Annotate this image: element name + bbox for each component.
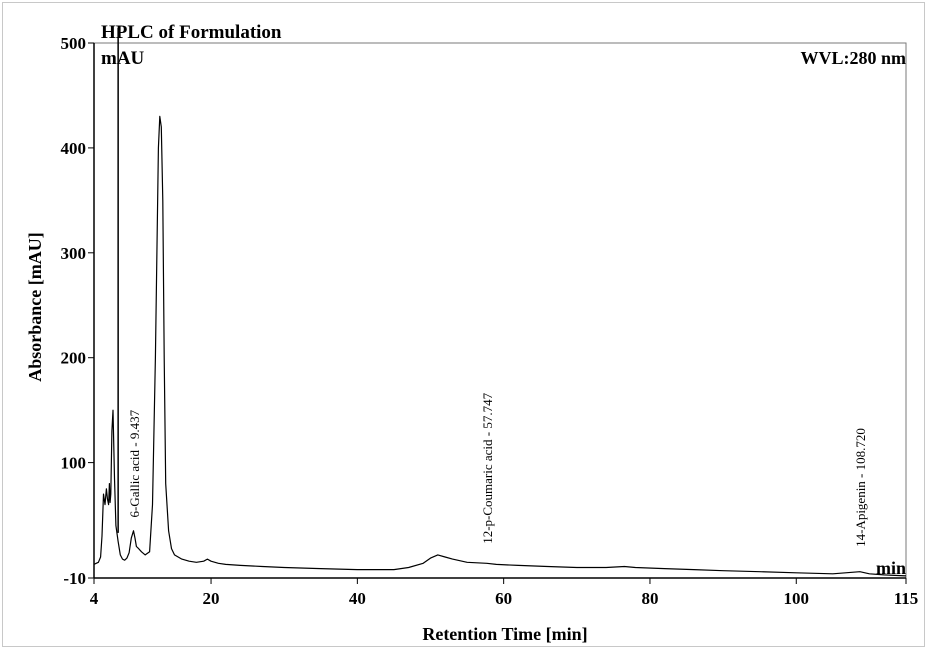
y-tick-label: 400 xyxy=(61,139,87,158)
y-axis-label: Absorbance [mAU] xyxy=(25,232,45,381)
x-tick-label: 100 xyxy=(784,589,810,608)
axis-ticks: 4 20 40 60 80 100 115 -10 100 200 300 400 500 xyxy=(61,34,919,608)
plot-area xyxy=(93,42,907,579)
x-tick-label: 60 xyxy=(495,589,512,608)
x-tick-label: 115 xyxy=(894,589,919,608)
wavelength-label: WVL:280 nm xyxy=(800,48,906,68)
chart-title: HPLC of Formulation xyxy=(101,22,282,43)
x-axis-label: Retention Time [min] xyxy=(422,624,587,644)
y-tick-label: 200 xyxy=(61,349,87,368)
x-tick-label: 4 xyxy=(90,589,99,608)
plot-frame xyxy=(93,42,907,579)
y-tick-label: -10 xyxy=(63,569,86,588)
chromatogram-line xyxy=(93,115,907,577)
axes xyxy=(93,28,906,579)
peak-label: 12-p-Coumaric acid - 57.747 xyxy=(480,392,495,543)
x-tick-label: 80 xyxy=(641,589,658,608)
peak-label: 14-Apigenin - 108.720 xyxy=(853,428,868,547)
x-tick-label: 40 xyxy=(349,589,366,608)
x-tick-label: 20 xyxy=(203,589,220,608)
series-group xyxy=(93,115,907,577)
x-unit-label: min xyxy=(876,558,906,578)
y-tick-label: 100 xyxy=(61,454,87,473)
y-tick-label: 500 xyxy=(61,34,87,53)
y-unit-label: mAU xyxy=(101,48,145,69)
peak-label: 6-Gallic acid - 9.437 xyxy=(127,409,142,517)
y-tick-label: 300 xyxy=(61,244,87,263)
peak-annotations: 6-Gallic acid - 9.437 12-p-Coumaric acid … xyxy=(127,392,868,547)
